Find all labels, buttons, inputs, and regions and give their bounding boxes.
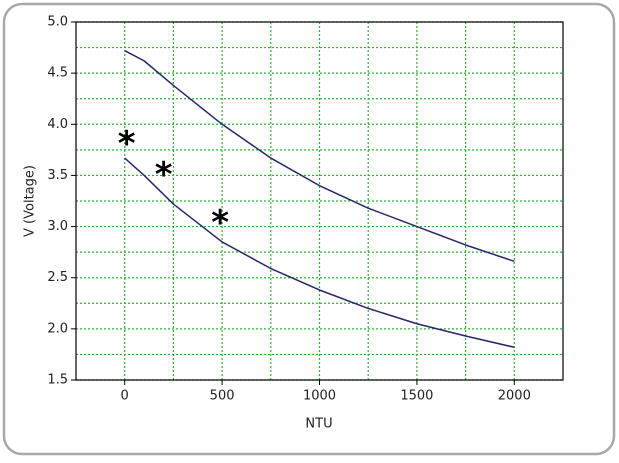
y-tick-label: 4.0 (47, 117, 68, 132)
x-tick-label: 2000 (498, 389, 531, 404)
x-tick-label: 1500 (400, 389, 433, 404)
x-axis-label: NTU (305, 417, 332, 432)
y-tick-label: 2.0 (47, 321, 68, 336)
y-axis-label: V (Voltage) (23, 165, 38, 237)
annotation: * (155, 155, 173, 195)
y-tick-label: 5.0 (47, 15, 68, 30)
x-tick-label: 0 (121, 389, 129, 404)
line (124, 49, 515, 263)
frame (2, 2, 616, 456)
x-tick-label: 500 (210, 389, 235, 404)
x-tick-label: 1000 (303, 389, 336, 404)
y-tick-label: 3.5 (47, 168, 68, 183)
y-tick-label: 4.5 (47, 66, 68, 81)
annotation: * (118, 124, 136, 164)
annotation: * (211, 203, 229, 243)
line (124, 157, 515, 348)
plot-border (75, 21, 564, 381)
y-tick-label: 3.0 (47, 219, 68, 234)
y-tick-label: 2.5 (47, 270, 68, 285)
y-tick-label: 1.5 (47, 373, 68, 388)
